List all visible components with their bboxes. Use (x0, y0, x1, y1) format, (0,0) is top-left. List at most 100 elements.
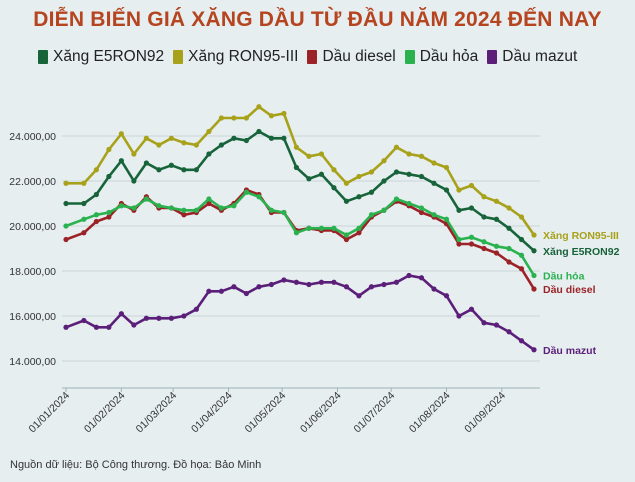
data-point (131, 205, 137, 211)
data-point (181, 313, 187, 319)
legend-item: Dầu mazut (487, 48, 577, 66)
data-point (243, 115, 250, 121)
data-point (431, 160, 437, 166)
data-point (518, 266, 525, 272)
data-point (143, 160, 149, 166)
legend-label: Xăng RON95-III (188, 48, 299, 65)
data-point (431, 212, 437, 218)
data-point (318, 279, 325, 285)
data-point (181, 167, 187, 173)
data-point (193, 167, 199, 173)
data-point (218, 142, 225, 148)
data-point (306, 281, 312, 288)
data-point (256, 104, 262, 110)
series-line (65, 191, 536, 277)
x-tick-label: 01/06/2024 (298, 390, 344, 436)
x-tick-label: 01/09/2024 (462, 390, 508, 436)
data-point (493, 250, 500, 256)
data-point (156, 142, 162, 148)
chart-title: DIỄN BIẾN GIÁ XĂNG DẦU TỪ ĐẦU NĂM 2024 Đ… (33, 8, 602, 31)
x-tick-label: 01/03/2024 (134, 390, 180, 436)
data-point (468, 234, 475, 240)
data-point (81, 317, 87, 324)
data-point (456, 313, 462, 319)
data-point (106, 209, 112, 216)
x-tick-label: 01/08/2024 (407, 390, 453, 436)
data-point (368, 212, 375, 218)
data-point (356, 194, 362, 200)
data-point (531, 248, 537, 254)
series-end-label: Xăng RON95-III (543, 230, 619, 242)
legend-swatch (307, 50, 318, 64)
data-point (193, 142, 199, 148)
data-point (418, 205, 425, 211)
data-point (343, 180, 350, 186)
data-point (256, 284, 262, 290)
data-point (468, 205, 475, 211)
y-tick-label: 16.000,00 (9, 311, 56, 323)
data-point (131, 322, 137, 328)
data-point (356, 293, 362, 299)
legend-label: Dầu hỏa (419, 48, 479, 65)
data-point (81, 230, 87, 236)
data-point (281, 110, 287, 117)
data-point (106, 146, 112, 153)
data-point (406, 171, 412, 177)
data-point (331, 225, 337, 231)
data-point (318, 151, 325, 157)
data-point (356, 230, 362, 236)
legend-swatch (487, 50, 498, 64)
data-point (193, 306, 199, 312)
data-point (93, 167, 99, 173)
data-point (343, 236, 350, 243)
data-point (168, 205, 174, 211)
data-point (106, 173, 112, 180)
data-point (231, 115, 237, 121)
data-point (343, 232, 350, 238)
data-point (481, 245, 487, 252)
legend-item: Xăng RON95-III (173, 48, 298, 66)
data-point (331, 185, 337, 191)
data-point (293, 230, 300, 236)
data-point (268, 135, 275, 141)
data-point (481, 194, 487, 200)
series-end-label: Dầu diesel (543, 284, 596, 296)
data-point (93, 191, 99, 198)
data-point (81, 216, 87, 222)
data-point (268, 207, 275, 213)
data-point (281, 209, 287, 216)
data-point (131, 178, 137, 184)
data-point (518, 338, 525, 344)
data-point (306, 153, 312, 159)
data-point (406, 272, 412, 279)
legend-item: Dầu diesel (307, 48, 396, 66)
data-point (481, 214, 487, 220)
data-point (468, 241, 475, 247)
data-point (206, 288, 212, 294)
data-point (356, 173, 362, 180)
data-point (331, 279, 337, 285)
x-tick-label: 01/02/2024 (82, 390, 128, 436)
data-point (393, 279, 400, 285)
data-point (106, 324, 112, 330)
data-point (443, 293, 450, 299)
data-point (506, 329, 512, 335)
data-point (418, 173, 425, 180)
data-point (531, 232, 537, 238)
series-end-label: Xăng E5RON92 (543, 246, 620, 258)
data-point (81, 200, 87, 207)
data-point (93, 218, 99, 225)
data-point (406, 200, 412, 207)
x-tick-label: 01/05/2024 (243, 390, 289, 436)
data-point (493, 322, 500, 328)
data-point (168, 135, 174, 141)
data-point (381, 158, 387, 164)
y-tick-label: 24.000,00 (9, 131, 56, 143)
data-point (256, 128, 262, 135)
data-point (206, 128, 212, 135)
chart-legend: Xăng E5RON92 Xăng RON95-III Dầu diesel Dầu … (38, 48, 628, 66)
x-tick-label: 01/04/2024 (189, 390, 235, 436)
source-note: Nguồn dữ liệu: Bộ Công thương. Đồ họa: B… (10, 459, 262, 471)
data-point (106, 214, 112, 220)
data-point (318, 225, 325, 231)
